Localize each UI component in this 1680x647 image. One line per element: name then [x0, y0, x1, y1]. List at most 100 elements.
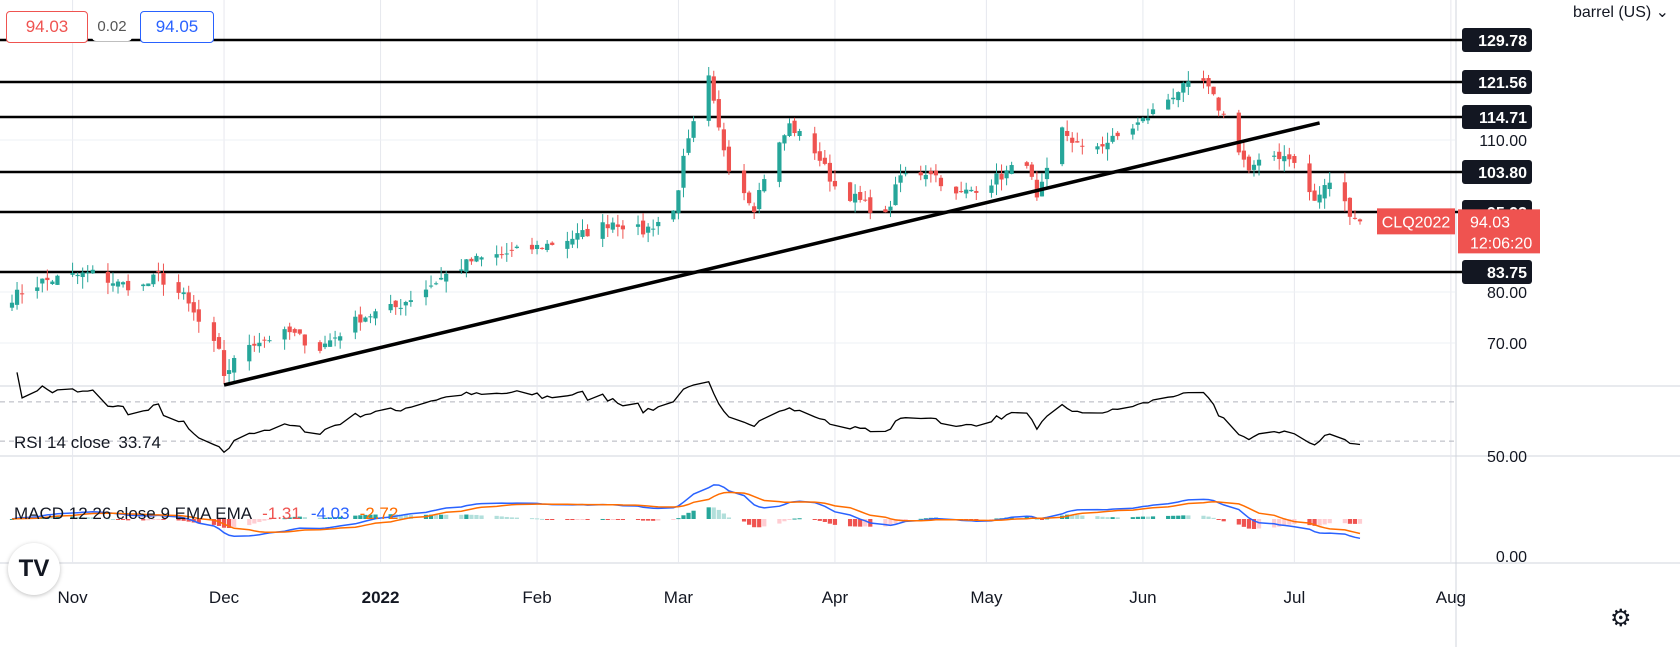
macd-histogram-bar — [368, 514, 373, 519]
macd-histogram-bar — [847, 519, 853, 527]
unit-selector[interactable]: barrel (US) ⌄ — [1573, 4, 1670, 21]
candle-body — [893, 184, 898, 206]
bid-price-box[interactable]: 94.03 — [6, 11, 88, 43]
candle-body — [19, 293, 25, 295]
candle-body — [691, 121, 696, 138]
candle-body — [1241, 150, 1246, 160]
candle-body — [176, 282, 181, 293]
tradingview-logo-icon[interactable]: TV — [8, 543, 60, 595]
macd-histogram-bar — [317, 517, 323, 519]
candle-body — [1115, 132, 1120, 137]
macd-histogram-bar — [706, 507, 711, 519]
macd-histogram-bar — [923, 518, 928, 520]
macd-histogram-bar — [322, 517, 328, 519]
candle-body — [1357, 219, 1363, 222]
candle-body — [1060, 127, 1065, 165]
candle-body — [1044, 167, 1050, 180]
candle-body — [656, 221, 661, 227]
candle-body — [1347, 197, 1353, 217]
macd-histogram-bar — [80, 516, 85, 519]
macd-histogram-bar — [529, 518, 535, 520]
candle-body — [439, 277, 444, 280]
candle-body — [120, 282, 126, 285]
macd-line — [11, 484, 1361, 540]
time-tick-label: Aug — [1436, 588, 1466, 607]
macd-histogram-bar — [464, 514, 469, 519]
time-tick-label: May — [970, 588, 1003, 607]
macd-histogram-bar — [1221, 519, 1226, 522]
candle-body — [1135, 122, 1140, 125]
candle-body — [358, 314, 363, 323]
ask-price-box[interactable]: 94.05 — [140, 11, 214, 43]
candle-body — [620, 225, 625, 230]
candle-body — [393, 300, 398, 308]
candle-body — [832, 180, 838, 187]
macd-legend[interactable]: MACD 12 26 close 9 EMA EMA -1.31 -4.03 -2.7… — [14, 504, 398, 523]
macd-histogram-bar — [822, 519, 827, 522]
gear-icon[interactable]: ⚙ — [1610, 605, 1632, 632]
macd-histogram-bar — [1347, 519, 1353, 524]
candle-body — [161, 272, 166, 285]
macd-histogram-bar — [711, 507, 716, 519]
candle-body — [156, 271, 161, 273]
candle-body — [1024, 162, 1029, 166]
candle-body — [1317, 194, 1322, 203]
candle-body — [868, 197, 873, 213]
current-price-label: 94.03 — [1470, 214, 1510, 231]
macd-histogram-bar — [1105, 517, 1110, 519]
macd-histogram-bar — [545, 519, 550, 520]
macd-histogram-bar — [605, 519, 610, 520]
macd-histogram-bar — [176, 519, 181, 521]
time-tick-label: Dec — [209, 588, 240, 607]
candle-body — [762, 179, 767, 192]
candle-body — [353, 316, 358, 333]
macd-histogram-bar — [1216, 519, 1221, 520]
candle-body — [534, 244, 540, 250]
candle-body — [80, 272, 85, 278]
macd-histogram-bar — [918, 518, 923, 520]
macd-histogram-bar — [853, 519, 858, 527]
macd-histogram-bar — [863, 519, 868, 527]
price-tick-label: 70.00 — [1487, 336, 1527, 353]
candle-body — [388, 303, 393, 311]
price-axis[interactable]: 129.78121.56114.71103.8095.9383.75110.00… — [1377, 28, 1540, 566]
candle-body — [50, 281, 55, 285]
macd-histogram-bar — [747, 519, 752, 525]
candle-body — [1166, 99, 1171, 110]
macd-histogram-bar — [196, 519, 201, 524]
macd-histogram-bar — [757, 519, 762, 528]
candle-body — [797, 131, 802, 137]
macd-histogram-bar — [474, 514, 479, 519]
candle-body — [651, 228, 656, 230]
candle-body — [459, 269, 464, 271]
candle-body — [141, 284, 146, 287]
time-tick-label: 2022 — [362, 588, 400, 607]
candle-body — [252, 343, 257, 346]
macd-histogram-bar — [1287, 519, 1292, 525]
macd-histogram-bar — [428, 514, 434, 519]
candle-body — [989, 185, 994, 193]
rsi-legend[interactable]: RSI 14 close 33.74 — [14, 433, 161, 452]
macd-histogram-bar — [444, 514, 449, 519]
candle-body — [287, 326, 292, 333]
time-axis[interactable]: Nov Dec 2022 Feb Mar Apr May Jun Jul Aug — [57, 588, 1466, 607]
rsi-tick-label: 50.00 — [1487, 449, 1527, 466]
candle-body — [494, 254, 499, 258]
candle-body — [262, 339, 267, 341]
macd-histogram-bar — [120, 519, 126, 520]
candle-body — [1201, 78, 1206, 81]
candle-body — [640, 220, 646, 235]
candle-body — [918, 172, 923, 176]
candle-body — [327, 340, 333, 347]
candle-body — [777, 142, 782, 182]
macd-histogram-bar — [85, 517, 90, 519]
candle-body — [322, 343, 328, 348]
macd-histogram-bar — [55, 516, 60, 519]
candle-body — [575, 233, 580, 240]
candle-body — [1080, 145, 1085, 147]
macd-histogram-bar — [656, 519, 661, 521]
candle-body — [1327, 182, 1332, 190]
macd-histogram-bar — [1307, 519, 1312, 526]
candle-body — [1029, 164, 1034, 177]
